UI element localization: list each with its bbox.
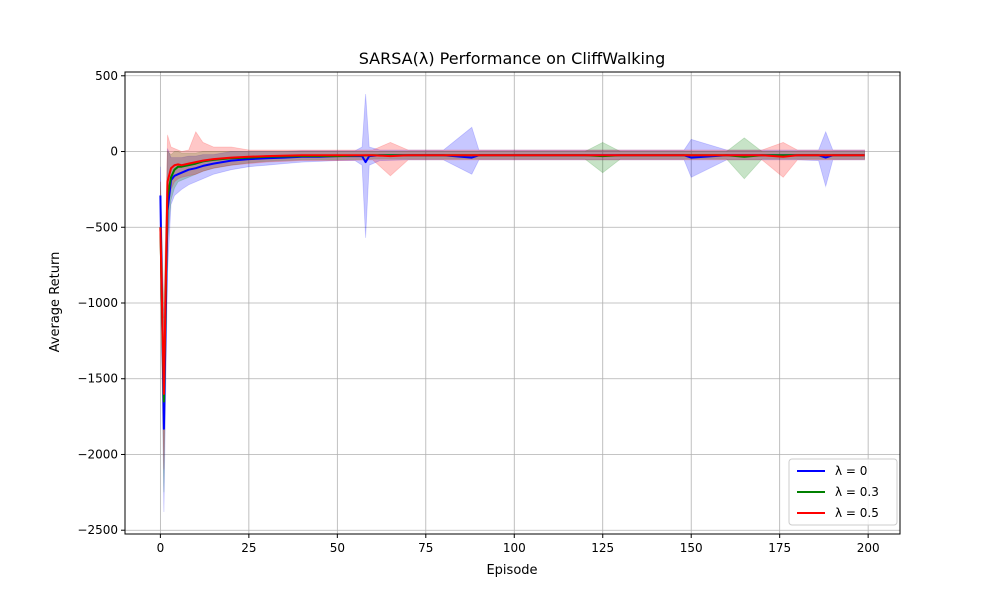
y-tick-label: −2500 — [77, 523, 118, 537]
legend-label-0: λ = 0 — [835, 464, 867, 478]
series-line-2 — [159, 154, 865, 395]
x-tick-label: 50 — [330, 541, 345, 555]
y-tick-label: −1000 — [77, 296, 118, 310]
x-tick-label: 175 — [768, 541, 791, 555]
x-tick-label: 75 — [418, 541, 433, 555]
legend-label-1: λ = 0.3 — [835, 485, 879, 499]
series-band-2 — [159, 130, 865, 470]
series-band-1 — [159, 137, 865, 493]
x-axis-label: Episode — [486, 563, 537, 578]
grid-lines — [125, 72, 900, 534]
x-tick-label: 200 — [857, 541, 880, 555]
legend-box — [788, 458, 898, 526]
series-band-0 — [159, 93, 865, 513]
y-tick-label: −500 — [85, 220, 118, 234]
series-line-0 — [159, 154, 865, 430]
x-tick-label: 150 — [680, 541, 703, 555]
series-line-1 — [159, 154, 865, 403]
series-lines — [159, 154, 865, 430]
legend-label-2: λ = 0.5 — [835, 506, 879, 520]
x-tick-label: 0 — [157, 541, 165, 555]
x-tick-label: 100 — [503, 541, 526, 555]
chart-title: SARSA(λ) Performance on CliffWalking — [359, 49, 666, 68]
y-axis-label: Average Return — [48, 252, 63, 353]
y-tick-label: −2000 — [77, 447, 118, 461]
y-tick-label: 500 — [95, 69, 118, 83]
x-tick-label: 125 — [591, 541, 614, 555]
confidence-bands — [159, 93, 865, 513]
x-tick-label: 25 — [241, 541, 256, 555]
axis-ticks: 0 25 50 75 100 125 150 175 200 500 0 −500 −1000 −1500… — [77, 69, 879, 555]
y-tick-label: 0 — [110, 145, 118, 159]
y-tick-label: −1500 — [77, 372, 118, 386]
legend: λ = 0 λ = 0.3 λ = 0.5 — [788, 458, 898, 526]
